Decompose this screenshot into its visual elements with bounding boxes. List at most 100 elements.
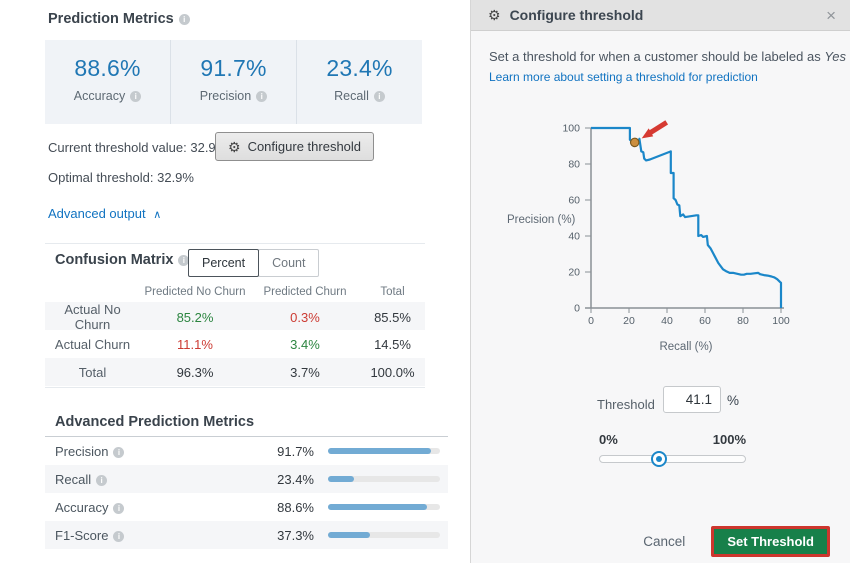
- apm-label: Recall: [55, 472, 243, 487]
- apm-value: 91.7%: [277, 443, 314, 459]
- toggle-count-button[interactable]: Count: [258, 249, 320, 277]
- svg-text:80: 80: [568, 159, 580, 171]
- configure-threshold-button[interactable]: ⚙ Configure threshold: [215, 132, 375, 161]
- apm-label-text: Precision: [55, 443, 109, 459]
- cancel-button[interactable]: Cancel: [643, 534, 686, 549]
- summary-metrics-panel: 88.6% Accuracy 91.7% Precision 23.4% Rec…: [45, 40, 422, 124]
- apm-label-text: F1-Score: [55, 527, 109, 543]
- slider-thumb[interactable]: [651, 451, 668, 467]
- apm-value: 37.3%: [277, 527, 314, 543]
- cm-value: 11.1%: [177, 336, 213, 352]
- threshold-slider[interactable]: [599, 451, 746, 467]
- apm-label: Accuracy: [55, 500, 243, 515]
- chevron-up-icon: ∧: [153, 209, 161, 221]
- page-title: Prediction Metrics: [48, 11, 190, 27]
- gear-icon: ⚙: [488, 7, 501, 23]
- cm-value: 85.5%: [374, 309, 411, 325]
- advanced-output-label: Advanced output: [48, 206, 146, 221]
- cm-row-label: Actual No Churn: [64, 302, 121, 332]
- metric-precision: 91.7% Precision: [170, 40, 296, 124]
- cm-value: 3.7%: [290, 364, 320, 380]
- cm-header-predicted-churn: Predicted Churn: [263, 285, 347, 298]
- table-row: Actual No Churn 85.2% 0.3% 85.5%: [45, 302, 425, 332]
- info-icon[interactable]: [256, 91, 268, 102]
- slider-max-label: 100%: [712, 432, 746, 447]
- gear-icon: ⚙: [228, 138, 241, 155]
- accuracy-label-text: Accuracy: [73, 89, 126, 103]
- list-item: Accuracy 88.6%: [45, 493, 448, 521]
- info-icon[interactable]: [113, 530, 125, 542]
- precision-label: Precision: [171, 89, 296, 103]
- svg-text:80: 80: [737, 315, 749, 327]
- svg-text:0: 0: [588, 315, 594, 327]
- metric-bar: [328, 476, 440, 482]
- metric-bar: [328, 504, 440, 510]
- accuracy-label: Accuracy: [45, 89, 170, 103]
- confusion-matrix-header-row: Predicted No Churn Predicted Churn Total: [45, 281, 425, 302]
- y-axis-title: Precision (%): [507, 214, 576, 226]
- list-item: F1-Score 37.3%: [45, 521, 448, 549]
- info-icon[interactable]: [96, 474, 108, 486]
- info-icon[interactable]: [130, 91, 142, 102]
- percent-count-toggle: Percent Count: [188, 249, 320, 277]
- apm-value: 23.4%: [277, 471, 314, 487]
- info-icon[interactable]: [178, 255, 190, 266]
- configure-threshold-dialog: ⚙ Configure threshold × Set a threshold …: [470, 0, 850, 563]
- apm-value: 88.6%: [277, 499, 314, 515]
- threshold-marker-dot[interactable]: [629, 137, 640, 148]
- confusion-matrix-title-text: Confusion Matrix: [55, 252, 174, 268]
- threshold-input[interactable]: [663, 386, 721, 413]
- svg-text:60: 60: [699, 315, 711, 327]
- metric-bar-fill: [328, 448, 431, 454]
- dialog-header: ⚙ Configure threshold ×: [471, 0, 850, 31]
- x-axis-title: Recall (%): [659, 341, 712, 353]
- cm-row-label: Actual Churn: [54, 336, 131, 352]
- learn-more-link[interactable]: Learn more about setting a threshold for…: [489, 70, 758, 84]
- metric-accuracy: 88.6% Accuracy: [45, 40, 170, 124]
- precision-recall-chart: 0 20 40 60 80 100 0 20 40 60 80 100 Precision (%) R…: [507, 120, 790, 353]
- apm-label: Precision: [55, 444, 243, 459]
- slider-min-label: 0%: [599, 432, 618, 447]
- svg-text:60: 60: [568, 195, 580, 207]
- cm-value: 96.3%: [176, 364, 214, 380]
- current-threshold-text: Current threshold value: 32.9%: [48, 140, 228, 155]
- intro-text-emphasis: Yes: [824, 49, 847, 64]
- cm-value: 3.4%: [290, 336, 320, 352]
- table-row: Actual Churn 11.1% 3.4% 14.5%: [45, 330, 425, 358]
- cm-value: 0.3%: [290, 309, 320, 325]
- set-threshold-button[interactable]: Set Threshold: [711, 526, 830, 557]
- cm-value: 100.0%: [370, 364, 415, 380]
- info-icon[interactable]: [178, 14, 190, 25]
- advanced-output-link[interactable]: Advanced output ∧: [48, 206, 161, 221]
- cm-row-label: Total: [78, 364, 107, 380]
- list-item: Recall 23.4%: [45, 465, 448, 493]
- cm-value: 85.2%: [176, 309, 214, 325]
- chart-axis-ticks: 0 20 40 60 80 100 0 20 40 60 80 100: [562, 123, 789, 328]
- svg-text:0: 0: [574, 303, 580, 315]
- precision-value: 91.7%: [200, 55, 267, 81]
- apm-label-text: Accuracy: [55, 499, 109, 515]
- info-icon[interactable]: [113, 446, 125, 458]
- precision-label-text: Precision: [199, 89, 252, 103]
- configure-threshold-button-label: Configure threshold: [247, 139, 362, 154]
- optimal-threshold-text: Optimal threshold: 32.9%: [48, 170, 194, 185]
- toggle-percent-button[interactable]: Percent: [188, 249, 260, 277]
- apm-label: F1-Score: [55, 528, 243, 543]
- metric-bar-fill: [328, 504, 428, 510]
- threshold-input-label: Threshold: [597, 397, 655, 412]
- svg-text:20: 20: [623, 315, 635, 327]
- pr-curve-line: [591, 126, 783, 308]
- dialog-intro-text: Set a threshold for when a customer shou…: [489, 49, 846, 64]
- table-row: Total 96.3% 3.7% 100.0%: [45, 358, 425, 386]
- cm-value: 14.5%: [374, 336, 411, 352]
- svg-text:100: 100: [772, 315, 790, 327]
- close-icon[interactable]: ×: [826, 5, 836, 25]
- apm-label-text: Recall: [55, 471, 92, 487]
- cm-header-total: Total: [380, 285, 405, 298]
- info-icon[interactable]: [373, 91, 385, 102]
- metric-recall: 23.4% Recall: [296, 40, 422, 124]
- list-item: Precision 91.7%: [45, 437, 448, 465]
- confusion-matrix-table: Predicted No Churn Predicted Churn Total…: [45, 281, 425, 386]
- info-icon[interactable]: [113, 502, 125, 514]
- recall-label-text: Recall: [334, 89, 369, 103]
